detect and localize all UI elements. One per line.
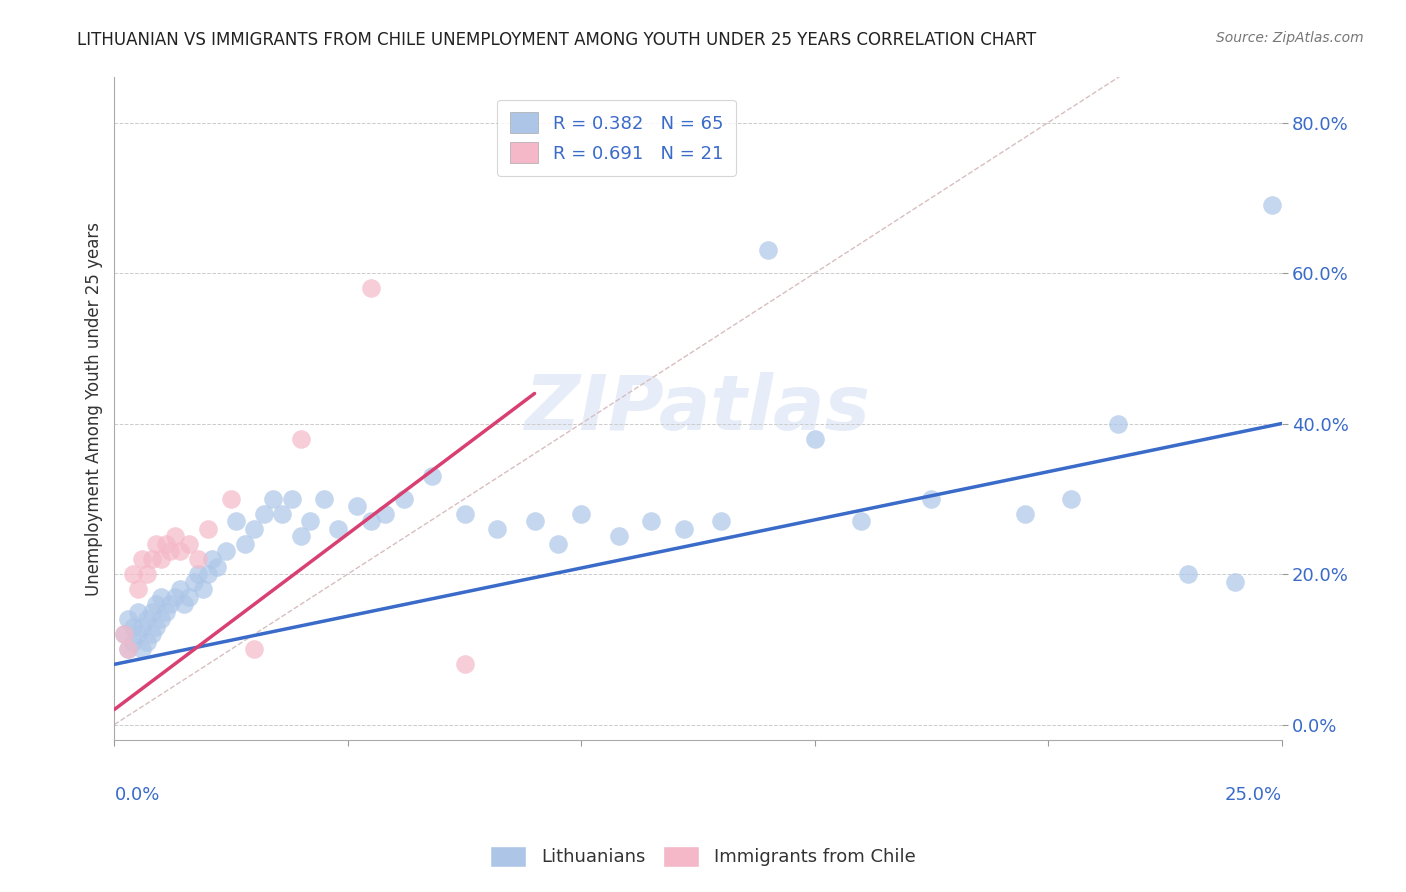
Point bbox=[851, 514, 873, 528]
Point bbox=[131, 552, 153, 566]
Point bbox=[243, 642, 266, 657]
Point bbox=[169, 582, 191, 596]
Point bbox=[141, 605, 163, 619]
Text: 25.0%: 25.0% bbox=[1225, 786, 1281, 804]
Point bbox=[374, 507, 396, 521]
Point bbox=[117, 642, 139, 657]
Point bbox=[127, 627, 149, 641]
Point bbox=[290, 529, 312, 543]
Point bbox=[523, 514, 546, 528]
Text: Source: ZipAtlas.com: Source: ZipAtlas.com bbox=[1216, 31, 1364, 45]
Point bbox=[131, 642, 153, 657]
Point bbox=[169, 544, 191, 558]
Point bbox=[112, 627, 135, 641]
Point bbox=[136, 612, 159, 626]
Point bbox=[141, 552, 163, 566]
Point bbox=[299, 514, 322, 528]
Point bbox=[187, 567, 209, 582]
Point bbox=[183, 574, 205, 589]
Point bbox=[453, 507, 475, 521]
Point bbox=[197, 567, 219, 582]
Point bbox=[281, 491, 304, 506]
Point bbox=[290, 432, 312, 446]
Point bbox=[1261, 198, 1284, 212]
Point bbox=[1177, 567, 1199, 582]
Point bbox=[360, 281, 382, 295]
Point bbox=[314, 491, 336, 506]
Point bbox=[187, 552, 209, 566]
Point bbox=[165, 529, 187, 543]
Point bbox=[346, 500, 368, 514]
Point bbox=[145, 620, 167, 634]
Point bbox=[1014, 507, 1036, 521]
Point bbox=[117, 612, 139, 626]
Point bbox=[150, 612, 173, 626]
Point bbox=[672, 522, 695, 536]
Point bbox=[392, 491, 415, 506]
Point bbox=[1107, 417, 1129, 431]
Point bbox=[165, 590, 187, 604]
Point bbox=[197, 522, 219, 536]
Point bbox=[155, 605, 177, 619]
Point bbox=[215, 544, 238, 558]
Point bbox=[150, 590, 173, 604]
Point bbox=[328, 522, 350, 536]
Point bbox=[136, 567, 159, 582]
Point bbox=[177, 537, 200, 551]
Point bbox=[205, 559, 228, 574]
Point bbox=[219, 491, 242, 506]
Point bbox=[145, 537, 167, 551]
Point bbox=[710, 514, 733, 528]
Point bbox=[127, 605, 149, 619]
Point bbox=[122, 620, 145, 634]
Point bbox=[1060, 491, 1083, 506]
Point bbox=[262, 491, 284, 506]
Text: 0.0%: 0.0% bbox=[114, 786, 160, 804]
Point bbox=[122, 634, 145, 648]
Point bbox=[155, 537, 177, 551]
Point bbox=[127, 582, 149, 596]
Point bbox=[150, 552, 173, 566]
Point bbox=[131, 620, 153, 634]
Point bbox=[569, 507, 592, 521]
Point bbox=[547, 537, 569, 551]
Point bbox=[607, 529, 630, 543]
Point bbox=[225, 514, 247, 528]
Text: LITHUANIAN VS IMMIGRANTS FROM CHILE UNEMPLOYMENT AMONG YOUTH UNDER 25 YEARS CORR: LITHUANIAN VS IMMIGRANTS FROM CHILE UNEM… bbox=[77, 31, 1036, 49]
Point bbox=[453, 657, 475, 672]
Point bbox=[803, 432, 825, 446]
Point bbox=[756, 244, 779, 258]
Point bbox=[145, 597, 167, 611]
Point bbox=[243, 522, 266, 536]
Point bbox=[640, 514, 662, 528]
Point bbox=[177, 590, 200, 604]
Point bbox=[141, 627, 163, 641]
Point bbox=[486, 522, 509, 536]
Point bbox=[173, 597, 195, 611]
Point bbox=[136, 634, 159, 648]
Point bbox=[191, 582, 214, 596]
Point bbox=[1223, 574, 1246, 589]
Point bbox=[159, 597, 181, 611]
Point bbox=[253, 507, 276, 521]
Point bbox=[122, 567, 145, 582]
Legend: Lithuanians, Immigrants from Chile: Lithuanians, Immigrants from Chile bbox=[484, 838, 922, 874]
Point bbox=[117, 642, 139, 657]
Text: ZIPatlas: ZIPatlas bbox=[524, 371, 870, 445]
Point bbox=[159, 544, 181, 558]
Point bbox=[112, 627, 135, 641]
Point bbox=[920, 491, 942, 506]
Point bbox=[271, 507, 294, 521]
Point bbox=[233, 537, 256, 551]
Y-axis label: Unemployment Among Youth under 25 years: Unemployment Among Youth under 25 years bbox=[86, 221, 103, 596]
Point bbox=[201, 552, 224, 566]
Point bbox=[360, 514, 382, 528]
Point bbox=[420, 469, 443, 483]
Legend: R = 0.382   N = 65, R = 0.691   N = 21: R = 0.382 N = 65, R = 0.691 N = 21 bbox=[496, 100, 735, 176]
